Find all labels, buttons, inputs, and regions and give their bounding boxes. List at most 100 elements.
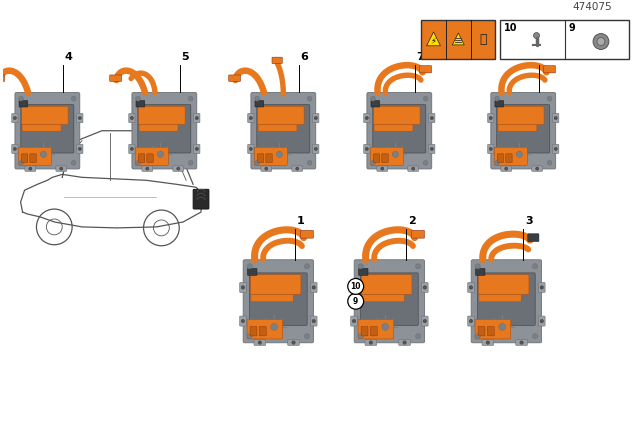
Circle shape xyxy=(188,160,193,165)
FancyBboxPatch shape xyxy=(12,144,18,154)
Circle shape xyxy=(296,167,299,170)
Circle shape xyxy=(430,116,433,120)
FancyBboxPatch shape xyxy=(19,147,51,165)
FancyBboxPatch shape xyxy=(500,20,629,59)
FancyBboxPatch shape xyxy=(30,154,36,163)
Text: 7: 7 xyxy=(417,52,424,61)
FancyBboxPatch shape xyxy=(136,101,145,107)
FancyBboxPatch shape xyxy=(371,147,403,165)
FancyBboxPatch shape xyxy=(142,166,153,172)
Circle shape xyxy=(60,167,63,170)
FancyBboxPatch shape xyxy=(239,316,246,326)
FancyBboxPatch shape xyxy=(408,166,419,172)
Circle shape xyxy=(255,160,259,165)
Circle shape xyxy=(534,33,540,39)
FancyBboxPatch shape xyxy=(468,282,474,293)
Text: 2: 2 xyxy=(408,216,416,226)
FancyBboxPatch shape xyxy=(248,113,254,123)
FancyBboxPatch shape xyxy=(266,154,272,163)
Text: 3: 3 xyxy=(525,216,532,226)
FancyBboxPatch shape xyxy=(374,125,413,131)
Circle shape xyxy=(520,341,524,344)
FancyBboxPatch shape xyxy=(487,327,494,336)
Circle shape xyxy=(177,167,180,170)
Circle shape xyxy=(250,147,252,151)
Circle shape xyxy=(353,319,356,323)
FancyBboxPatch shape xyxy=(250,327,257,336)
FancyBboxPatch shape xyxy=(310,282,317,293)
Circle shape xyxy=(381,167,384,170)
Circle shape xyxy=(348,279,364,294)
Circle shape xyxy=(593,34,609,49)
FancyBboxPatch shape xyxy=(468,316,474,326)
Circle shape xyxy=(392,151,399,157)
FancyBboxPatch shape xyxy=(491,93,556,169)
FancyBboxPatch shape xyxy=(15,93,80,169)
Circle shape xyxy=(19,160,24,165)
FancyBboxPatch shape xyxy=(22,106,68,125)
FancyBboxPatch shape xyxy=(251,93,316,169)
Circle shape xyxy=(255,96,259,101)
Circle shape xyxy=(469,319,473,323)
Circle shape xyxy=(540,319,543,323)
Text: 10: 10 xyxy=(351,282,361,291)
FancyBboxPatch shape xyxy=(488,113,494,123)
FancyBboxPatch shape xyxy=(138,105,191,153)
FancyBboxPatch shape xyxy=(21,105,74,153)
Circle shape xyxy=(382,323,388,330)
FancyBboxPatch shape xyxy=(21,154,28,163)
FancyBboxPatch shape xyxy=(25,166,36,172)
FancyBboxPatch shape xyxy=(12,113,18,123)
Circle shape xyxy=(136,160,140,165)
FancyBboxPatch shape xyxy=(498,125,537,131)
Circle shape xyxy=(369,341,372,344)
Circle shape xyxy=(353,286,356,289)
FancyBboxPatch shape xyxy=(147,154,153,163)
Circle shape xyxy=(516,151,522,157)
Circle shape xyxy=(314,147,317,151)
Circle shape xyxy=(495,96,499,101)
Circle shape xyxy=(195,116,198,120)
FancyBboxPatch shape xyxy=(0,75,4,82)
FancyBboxPatch shape xyxy=(371,327,377,336)
FancyBboxPatch shape xyxy=(412,230,424,238)
FancyBboxPatch shape xyxy=(354,260,424,343)
Text: 4: 4 xyxy=(65,52,72,61)
FancyBboxPatch shape xyxy=(497,105,550,153)
Circle shape xyxy=(476,334,480,339)
Circle shape xyxy=(146,167,149,170)
Circle shape xyxy=(241,286,244,289)
Circle shape xyxy=(247,334,252,339)
FancyBboxPatch shape xyxy=(479,275,529,294)
Circle shape xyxy=(415,334,420,339)
FancyBboxPatch shape xyxy=(248,144,254,154)
Text: 1: 1 xyxy=(297,216,305,226)
FancyBboxPatch shape xyxy=(254,340,266,345)
Circle shape xyxy=(71,96,76,101)
Circle shape xyxy=(276,151,282,157)
FancyBboxPatch shape xyxy=(351,282,357,293)
Circle shape xyxy=(312,286,316,289)
FancyBboxPatch shape xyxy=(476,268,485,276)
Circle shape xyxy=(547,160,552,165)
Circle shape xyxy=(258,341,262,344)
FancyBboxPatch shape xyxy=(500,166,511,172)
Circle shape xyxy=(247,264,252,269)
Text: 5: 5 xyxy=(181,52,189,61)
Circle shape xyxy=(415,264,420,269)
Text: 6: 6 xyxy=(300,52,308,61)
FancyBboxPatch shape xyxy=(250,273,307,325)
FancyBboxPatch shape xyxy=(22,125,61,131)
FancyBboxPatch shape xyxy=(495,147,527,165)
Text: 10: 10 xyxy=(504,23,518,33)
FancyBboxPatch shape xyxy=(377,166,388,172)
FancyBboxPatch shape xyxy=(538,316,545,326)
FancyBboxPatch shape xyxy=(136,147,168,165)
Text: 474075: 474075 xyxy=(573,2,612,12)
FancyBboxPatch shape xyxy=(173,166,184,172)
FancyBboxPatch shape xyxy=(19,101,28,107)
Text: ✋: ✋ xyxy=(479,33,487,46)
Circle shape xyxy=(486,341,490,344)
FancyBboxPatch shape xyxy=(552,113,559,123)
FancyBboxPatch shape xyxy=(373,105,426,153)
